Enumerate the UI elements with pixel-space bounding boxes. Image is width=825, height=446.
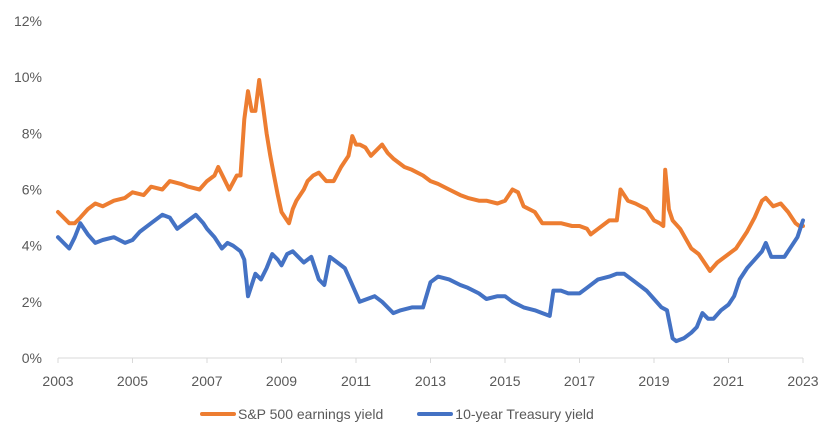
- x-axis-ticks: 2003 2005 2007 2009 2011 2013 2015 2017 2019 2021…: [42, 358, 819, 389]
- legend-item-treasury-yield: 10-year Treasury yield: [417, 406, 594, 422]
- y-tick-label: 6%: [22, 182, 42, 198]
- series-line-treasury-yield: [56, 212, 805, 344]
- x-tick-label: 2007: [191, 373, 222, 389]
- x-tick-label: 2023: [787, 373, 818, 389]
- y-tick-label: 10%: [14, 69, 42, 85]
- y-tick-label: 4%: [22, 238, 42, 254]
- x-tick-label: 2005: [117, 373, 148, 389]
- legend-swatch-earnings-yield: [200, 412, 236, 416]
- x-tick-label: 2015: [489, 373, 520, 389]
- legend-item-earnings-yield: S&P 500 earnings yield: [200, 406, 383, 422]
- legend: S&P 500 earnings yield 10-year Treasury …: [200, 406, 594, 422]
- y-tick-label: 8%: [22, 125, 42, 141]
- y-tick-label: 12%: [14, 13, 42, 29]
- x-tick-label: 2011: [341, 373, 371, 389]
- y-tick-label: 2%: [22, 294, 42, 310]
- legend-label-treasury-yield: 10-year Treasury yield: [455, 406, 594, 422]
- x-tick-label: 2017: [564, 373, 595, 389]
- y-tick-label: 0%: [22, 350, 42, 366]
- x-tick-label: 2009: [266, 373, 297, 389]
- legend-swatch-treasury-yield: [417, 412, 454, 416]
- x-tick-label: 2021: [713, 373, 744, 389]
- y-axis-ticks: 0% 2% 4% 6% 8% 10% 12%: [14, 13, 42, 366]
- legend-label-earnings-yield: S&P 500 earnings yield: [238, 406, 384, 422]
- x-tick-label: 2013: [415, 373, 446, 389]
- x-tick-label: 2019: [638, 373, 669, 389]
- series-line-earnings-yield: [56, 78, 805, 273]
- series-lines: [56, 78, 805, 344]
- x-tick-label: 2003: [42, 373, 73, 389]
